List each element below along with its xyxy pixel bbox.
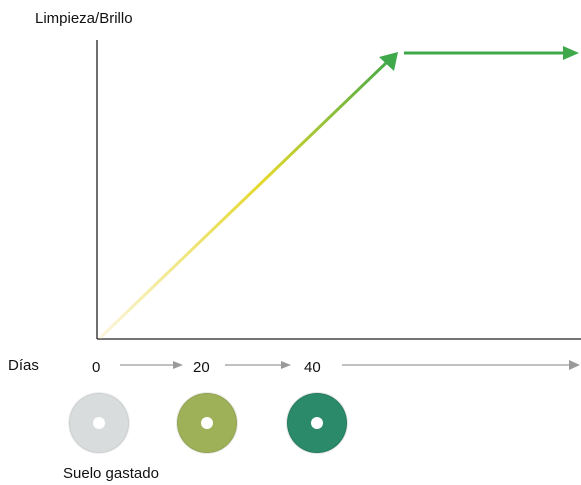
day-tick-20: 20 [193,359,210,376]
cleanliness-rise-line [99,61,388,339]
day-arrow-20-40-head [281,361,291,369]
rise-arrowhead [379,52,398,71]
day-arrow-0-20-head [173,361,183,369]
olive-pad-icon [176,392,238,454]
worn-floor-label: Suelo gastado [63,465,159,482]
days-label: Días [8,357,39,374]
day-tick-0: 0 [92,359,101,376]
day-arrow-40-onward-head [569,360,580,370]
plateau-arrowhead [563,46,579,60]
teal-pad-icon [286,392,348,454]
white-pad-icon [68,392,130,454]
y-axis-label: Limpieza/Brillo [35,10,133,27]
day-tick-40: 40 [304,359,321,376]
